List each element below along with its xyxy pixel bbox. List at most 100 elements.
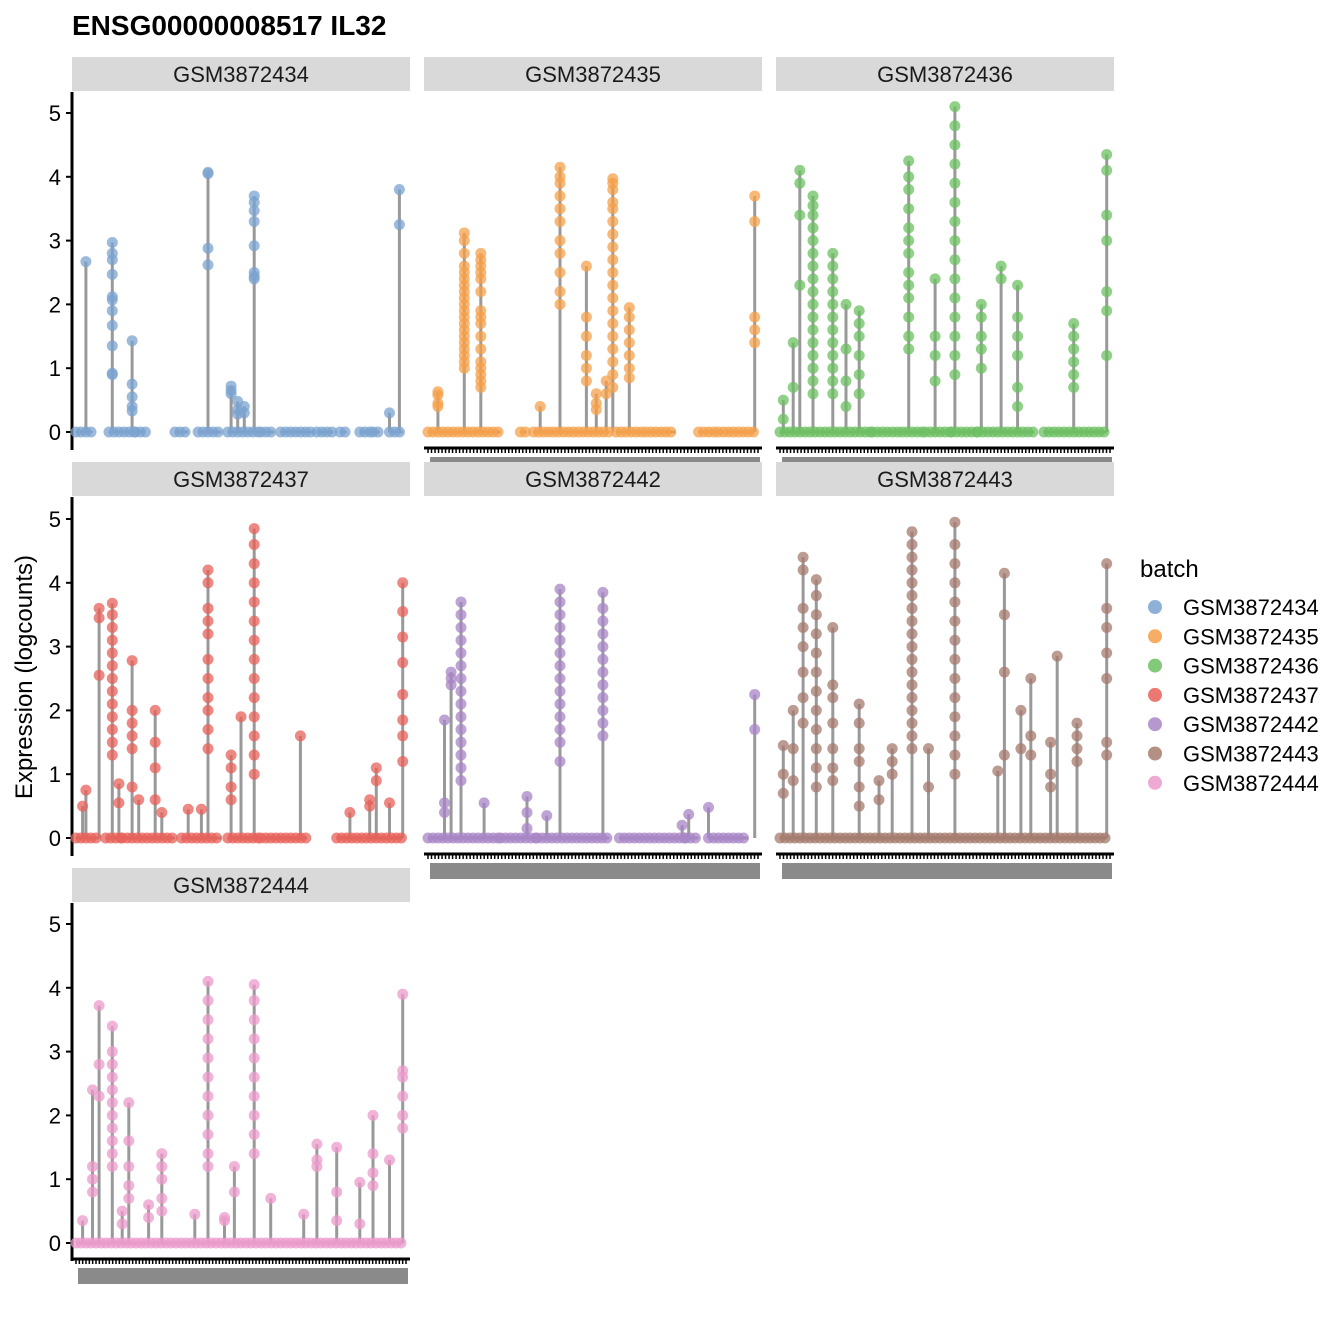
- data-point: [1101, 558, 1113, 570]
- data-point: [228, 1186, 240, 1198]
- facet-strip: [72, 868, 410, 902]
- data-point: [554, 235, 566, 247]
- legend-swatch: [1148, 746, 1162, 761]
- data-point: [975, 343, 987, 355]
- data-point: [554, 673, 566, 684]
- data-point: [195, 803, 207, 815]
- data-point: [106, 673, 118, 684]
- data-point: [106, 305, 118, 317]
- data-point: [1068, 369, 1080, 381]
- data-point: [1101, 148, 1113, 160]
- facet-strip-label: GSM3872443: [877, 467, 1013, 492]
- data-point: [580, 349, 592, 361]
- data-point: [597, 679, 609, 691]
- data-point: [949, 158, 961, 170]
- data-point: [906, 539, 918, 551]
- legend-swatch: [1148, 658, 1162, 673]
- data-point: [623, 337, 635, 349]
- data-point: [807, 337, 819, 349]
- data-point: [106, 1109, 118, 1121]
- data-point: [580, 330, 592, 342]
- data-point: [923, 743, 934, 755]
- data-point: [810, 724, 822, 736]
- data-point: [139, 426, 151, 438]
- data-point: [149, 794, 161, 806]
- data-point: [906, 666, 918, 678]
- legend-label: GSM3872443: [1183, 742, 1319, 767]
- data-point: [126, 717, 138, 729]
- data-point: [202, 242, 214, 254]
- data-point: [478, 797, 490, 809]
- data-point: [886, 755, 898, 767]
- data-point: [607, 292, 619, 304]
- data-point: [853, 369, 865, 381]
- data-point: [248, 205, 260, 217]
- data-point: [202, 602, 214, 614]
- data-point: [827, 273, 839, 285]
- data-point: [248, 995, 260, 1007]
- data-point: [106, 237, 118, 249]
- data-point: [840, 400, 852, 412]
- data-point: [787, 337, 799, 349]
- data-point: [432, 400, 444, 412]
- data-point: [248, 1148, 260, 1160]
- facet-panel: GSM3872442: [422, 462, 762, 879]
- data-point: [202, 1129, 214, 1141]
- data-point: [364, 800, 376, 812]
- data-point: [248, 615, 260, 627]
- data-point: [1012, 381, 1024, 393]
- data-point: [949, 596, 961, 608]
- data-point: [235, 711, 247, 723]
- data-point: [554, 736, 566, 748]
- data-point: [156, 1160, 168, 1172]
- data-point: [455, 673, 467, 684]
- data-point: [248, 653, 260, 665]
- data-point: [248, 749, 260, 761]
- data-point: [810, 574, 822, 586]
- data-point: [949, 215, 961, 227]
- y-tick-label: 4: [49, 571, 61, 596]
- data-point: [906, 590, 918, 602]
- data-point: [807, 349, 819, 361]
- data-point: [998, 749, 1010, 761]
- data-point: [853, 800, 865, 812]
- data-point: [665, 426, 677, 438]
- data-point: [597, 586, 609, 598]
- data-point: [182, 803, 194, 815]
- data-point: [873, 775, 885, 787]
- facet-strip: [72, 57, 410, 91]
- data-point: [998, 666, 1010, 678]
- data-point: [202, 1148, 214, 1160]
- data-point: [1101, 736, 1113, 748]
- y-tick-label: 0: [49, 1231, 61, 1256]
- data-point: [106, 1058, 118, 1070]
- data-point: [853, 717, 865, 729]
- data-point: [202, 1090, 214, 1102]
- data-point: [787, 743, 799, 755]
- data-point: [80, 256, 92, 268]
- data-point: [248, 692, 260, 704]
- y-tick-label: 3: [49, 635, 61, 660]
- data-point: [1015, 704, 1027, 716]
- data-point: [903, 292, 915, 304]
- data-point: [331, 1186, 343, 1198]
- data-point: [787, 704, 799, 716]
- data-point: [597, 666, 609, 678]
- data-point: [807, 209, 819, 221]
- data-point: [202, 704, 214, 716]
- data-point: [807, 200, 819, 212]
- y-tick-label: 0: [49, 420, 61, 445]
- facet-panels: GSM3872434 0 1 2 3 4 5 GSM3872435 GSM3872436 GSM3…: [49, 57, 1114, 1284]
- data-point: [903, 155, 915, 167]
- data-point: [149, 762, 161, 774]
- data-point: [202, 673, 214, 684]
- facet-panel: GSM3872436: [774, 57, 1114, 473]
- data-point: [248, 673, 260, 684]
- y-tick-label: 4: [49, 165, 61, 190]
- data-point: [827, 692, 839, 704]
- data-point: [794, 209, 806, 221]
- data-point: [397, 988, 409, 1000]
- data-point: [975, 311, 987, 323]
- data-point: [455, 711, 467, 723]
- data-point: [607, 215, 619, 227]
